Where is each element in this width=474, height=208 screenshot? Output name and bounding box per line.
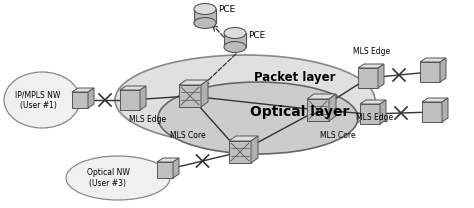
Text: Optical NW
(User #3): Optical NW (User #3) [87, 168, 129, 188]
Polygon shape [173, 158, 179, 178]
Polygon shape [440, 58, 446, 82]
FancyBboxPatch shape [422, 102, 442, 122]
Ellipse shape [158, 82, 358, 154]
Polygon shape [420, 58, 446, 62]
FancyBboxPatch shape [120, 90, 140, 110]
Text: MLS Edge: MLS Edge [354, 47, 391, 57]
Polygon shape [201, 80, 208, 107]
Polygon shape [229, 136, 258, 141]
Text: MLS Core: MLS Core [170, 131, 206, 140]
Ellipse shape [224, 27, 246, 38]
Polygon shape [88, 88, 94, 108]
Polygon shape [179, 80, 208, 85]
Ellipse shape [224, 42, 246, 52]
Text: PCE: PCE [218, 5, 235, 15]
Text: PCE: PCE [248, 31, 265, 41]
Polygon shape [307, 94, 336, 99]
FancyBboxPatch shape [360, 104, 380, 124]
Text: IP/MPLS NW
(User #1): IP/MPLS NW (User #1) [15, 90, 61, 110]
Polygon shape [140, 86, 146, 110]
Text: Optical layer: Optical layer [250, 105, 350, 119]
FancyBboxPatch shape [229, 141, 251, 163]
Ellipse shape [194, 17, 216, 28]
Polygon shape [442, 98, 448, 122]
Ellipse shape [4, 72, 80, 128]
Polygon shape [358, 64, 384, 68]
FancyBboxPatch shape [358, 68, 378, 88]
Text: Packet layer: Packet layer [254, 72, 336, 84]
Polygon shape [380, 100, 386, 124]
Polygon shape [157, 158, 179, 162]
Polygon shape [72, 88, 94, 92]
Polygon shape [378, 64, 384, 88]
Polygon shape [422, 98, 448, 102]
FancyBboxPatch shape [224, 33, 246, 47]
Ellipse shape [115, 55, 375, 145]
FancyBboxPatch shape [179, 85, 201, 107]
Polygon shape [251, 136, 258, 163]
Polygon shape [329, 94, 336, 121]
FancyBboxPatch shape [194, 9, 216, 23]
Text: MLS Edge: MLS Edge [129, 115, 166, 125]
Polygon shape [120, 86, 146, 90]
Ellipse shape [66, 156, 170, 200]
FancyBboxPatch shape [72, 92, 88, 108]
Polygon shape [360, 100, 386, 104]
FancyBboxPatch shape [420, 62, 440, 82]
FancyBboxPatch shape [157, 162, 173, 178]
Ellipse shape [194, 4, 216, 15]
FancyBboxPatch shape [307, 99, 329, 121]
Text: MLS Core: MLS Core [320, 131, 356, 140]
Text: MLS Edge: MLS Edge [356, 114, 393, 123]
